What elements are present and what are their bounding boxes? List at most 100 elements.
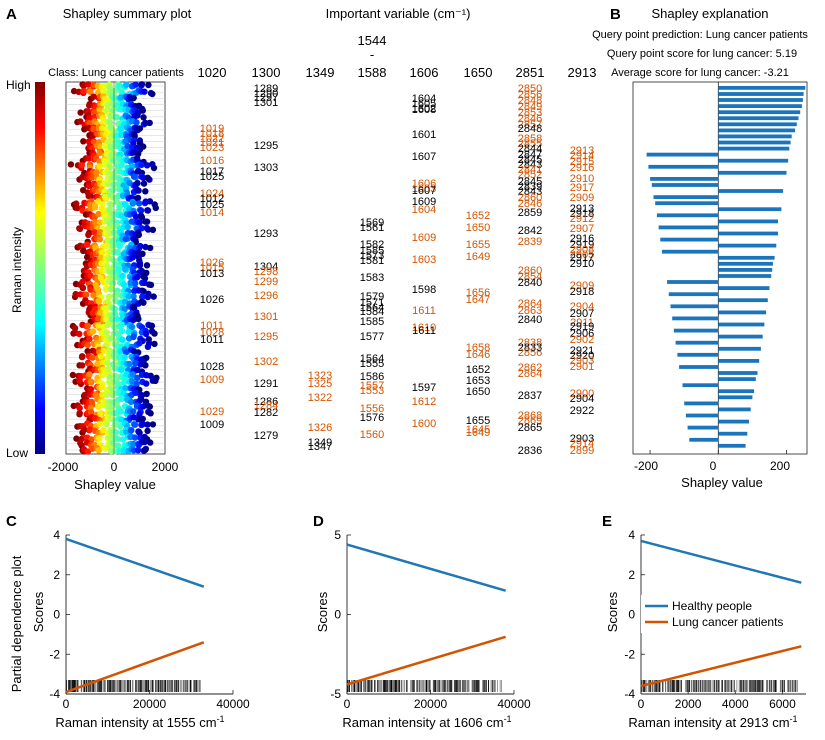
variable-value: 1303 bbox=[254, 162, 278, 174]
axis-b-tick: 200 bbox=[770, 459, 790, 473]
swarm-point bbox=[125, 293, 132, 300]
shapley-bar bbox=[718, 334, 763, 339]
swarm-point bbox=[149, 226, 157, 233]
variable-value: 1298 bbox=[254, 266, 278, 278]
variable-value: 2903 bbox=[570, 433, 594, 445]
variable-value: 2842 bbox=[518, 225, 542, 237]
swarm-point bbox=[146, 403, 153, 410]
variable-value: 1577 bbox=[360, 331, 384, 343]
xlabel-c-sup: -1 bbox=[217, 714, 225, 724]
xlabel-e: Raman intensity at 2913 cm-1 bbox=[628, 714, 797, 730]
swarm-point bbox=[86, 426, 94, 433]
swarm-point bbox=[117, 106, 124, 113]
swarm-point bbox=[76, 404, 83, 412]
xlabel-e-sup: -1 bbox=[790, 714, 798, 724]
swarm-point bbox=[72, 290, 79, 298]
variable-value: 2910 bbox=[570, 173, 594, 185]
swarm-point bbox=[147, 439, 154, 446]
variable-value: 1583 bbox=[360, 272, 384, 284]
variable-value: 1326 bbox=[308, 422, 332, 434]
swarm-point bbox=[118, 395, 126, 403]
variable-value: 1569 bbox=[360, 217, 384, 229]
variable-value: 2846 bbox=[518, 198, 542, 210]
swarm-point bbox=[105, 137, 113, 145]
swarm-point bbox=[96, 229, 104, 236]
variable-value: 1649 bbox=[466, 251, 490, 263]
variable-value: 2843 bbox=[518, 186, 542, 198]
swarm-point bbox=[99, 249, 106, 256]
swarm-point bbox=[131, 131, 138, 139]
variable-value: 2914 bbox=[570, 150, 594, 162]
variable-value: 2909 bbox=[570, 192, 594, 204]
column-header: 2851 bbox=[516, 65, 545, 80]
xlabel-d-main: Raman intensity at 1606 cm bbox=[342, 715, 503, 730]
swarm-point bbox=[136, 340, 143, 347]
swarm-point bbox=[102, 286, 110, 293]
xlabel-c-main: Raman intensity at 1555 cm bbox=[55, 715, 216, 730]
swarm-point bbox=[105, 365, 112, 373]
variable-value: 1012 bbox=[200, 193, 224, 205]
variable-value: 1325 bbox=[308, 378, 332, 390]
shapley-bar bbox=[718, 346, 761, 351]
variable-value: 1297 bbox=[254, 92, 278, 104]
variable-value: 1349 bbox=[308, 437, 332, 449]
swarm-point bbox=[101, 83, 108, 90]
shapley-summary-title: Shapley summary plot bbox=[63, 6, 192, 21]
swarm-point bbox=[94, 286, 101, 293]
swarm-point bbox=[119, 336, 126, 344]
swarm-point bbox=[90, 125, 97, 133]
cancer-line bbox=[346, 635, 507, 686]
swarm-point bbox=[118, 321, 125, 328]
variable-value: 2838 bbox=[518, 337, 542, 349]
variable-value: 1610 bbox=[412, 322, 436, 334]
swarm-point bbox=[133, 119, 140, 126]
axis-b-tick: -200 bbox=[634, 459, 658, 473]
swarm-point bbox=[136, 125, 144, 132]
variable-value: 1560 bbox=[360, 429, 384, 441]
shapley-bar bbox=[718, 286, 770, 290]
swarm-point bbox=[122, 349, 130, 356]
variable-value: 1571 bbox=[360, 297, 384, 309]
swarm-point bbox=[131, 421, 139, 428]
y-tick-label: -2 bbox=[49, 647, 60, 661]
variable-value: 1658 bbox=[466, 342, 490, 354]
swarm-point bbox=[142, 188, 149, 195]
swarm-point bbox=[138, 298, 145, 305]
swarm-point bbox=[95, 210, 102, 218]
swarm-point bbox=[80, 138, 87, 145]
swarm-point bbox=[100, 347, 108, 355]
swarm-point bbox=[103, 420, 110, 428]
swarm-point bbox=[89, 445, 96, 452]
variable-value: 2903 bbox=[570, 355, 594, 367]
swarm-point bbox=[142, 362, 149, 369]
shapley-bar bbox=[660, 237, 719, 242]
x-tick-label: 0 bbox=[63, 697, 70, 711]
shapley-bar bbox=[718, 443, 746, 448]
x-tick-label: 0 bbox=[344, 697, 351, 711]
shapley-bar bbox=[718, 377, 756, 381]
axis-a-tick: -2000 bbox=[48, 460, 79, 474]
variable-columns: 1020101910181022102110231016101710251024… bbox=[198, 65, 597, 457]
swarm-point bbox=[143, 262, 151, 269]
shapley-bar bbox=[718, 322, 765, 327]
shapley-bar bbox=[718, 158, 789, 163]
pdp-panel-d: 50-50 20000 40000 bbox=[330, 528, 531, 711]
shapley-bar bbox=[651, 183, 719, 187]
swarm-point bbox=[94, 360, 101, 367]
swarm-point bbox=[85, 182, 93, 189]
swarm-point bbox=[103, 391, 111, 398]
variable-value: 1652 bbox=[466, 210, 490, 222]
variable-value: 1611 bbox=[412, 305, 436, 317]
variable-value: 1021 bbox=[200, 137, 224, 149]
panel-letter-b: B bbox=[610, 6, 621, 23]
scores-label-d: Scores bbox=[315, 591, 330, 632]
xlabel-c: Raman intensity at 1555 cm-1 bbox=[55, 714, 224, 730]
swarm-point bbox=[134, 112, 141, 119]
panel-letter-a: A bbox=[6, 6, 17, 23]
variable-value: 2909 bbox=[570, 280, 594, 292]
swarm-point bbox=[67, 161, 75, 168]
variable-value: 2920 bbox=[570, 350, 594, 362]
swarm-point bbox=[71, 325, 79, 332]
swarm-point bbox=[132, 389, 139, 396]
swarm-point bbox=[84, 322, 91, 329]
